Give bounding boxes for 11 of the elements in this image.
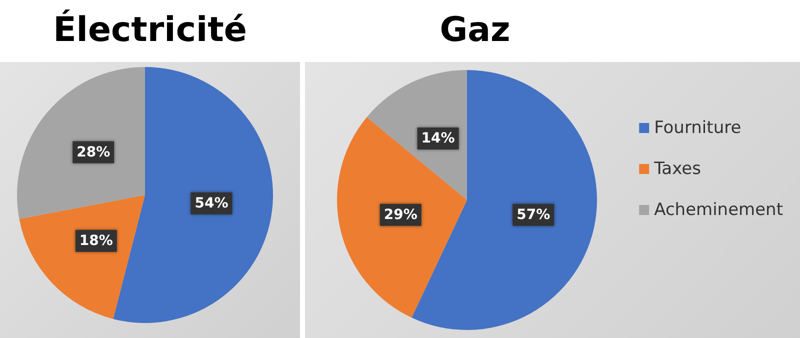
legend-label: Fourniture: [654, 118, 742, 138]
data-label: 18%: [79, 232, 113, 249]
chart-title: Électricité: [53, 9, 247, 50]
legend-label: Acheminement: [654, 200, 784, 220]
data-label: 28%: [76, 144, 110, 160]
chart-title: Gaz: [440, 10, 510, 50]
data-label: 54%: [194, 195, 228, 212]
legend-label: Taxes: [653, 159, 702, 179]
data-label: 29%: [384, 206, 418, 223]
data-label: 14%: [421, 130, 455, 146]
data-label: 57%: [516, 206, 550, 223]
